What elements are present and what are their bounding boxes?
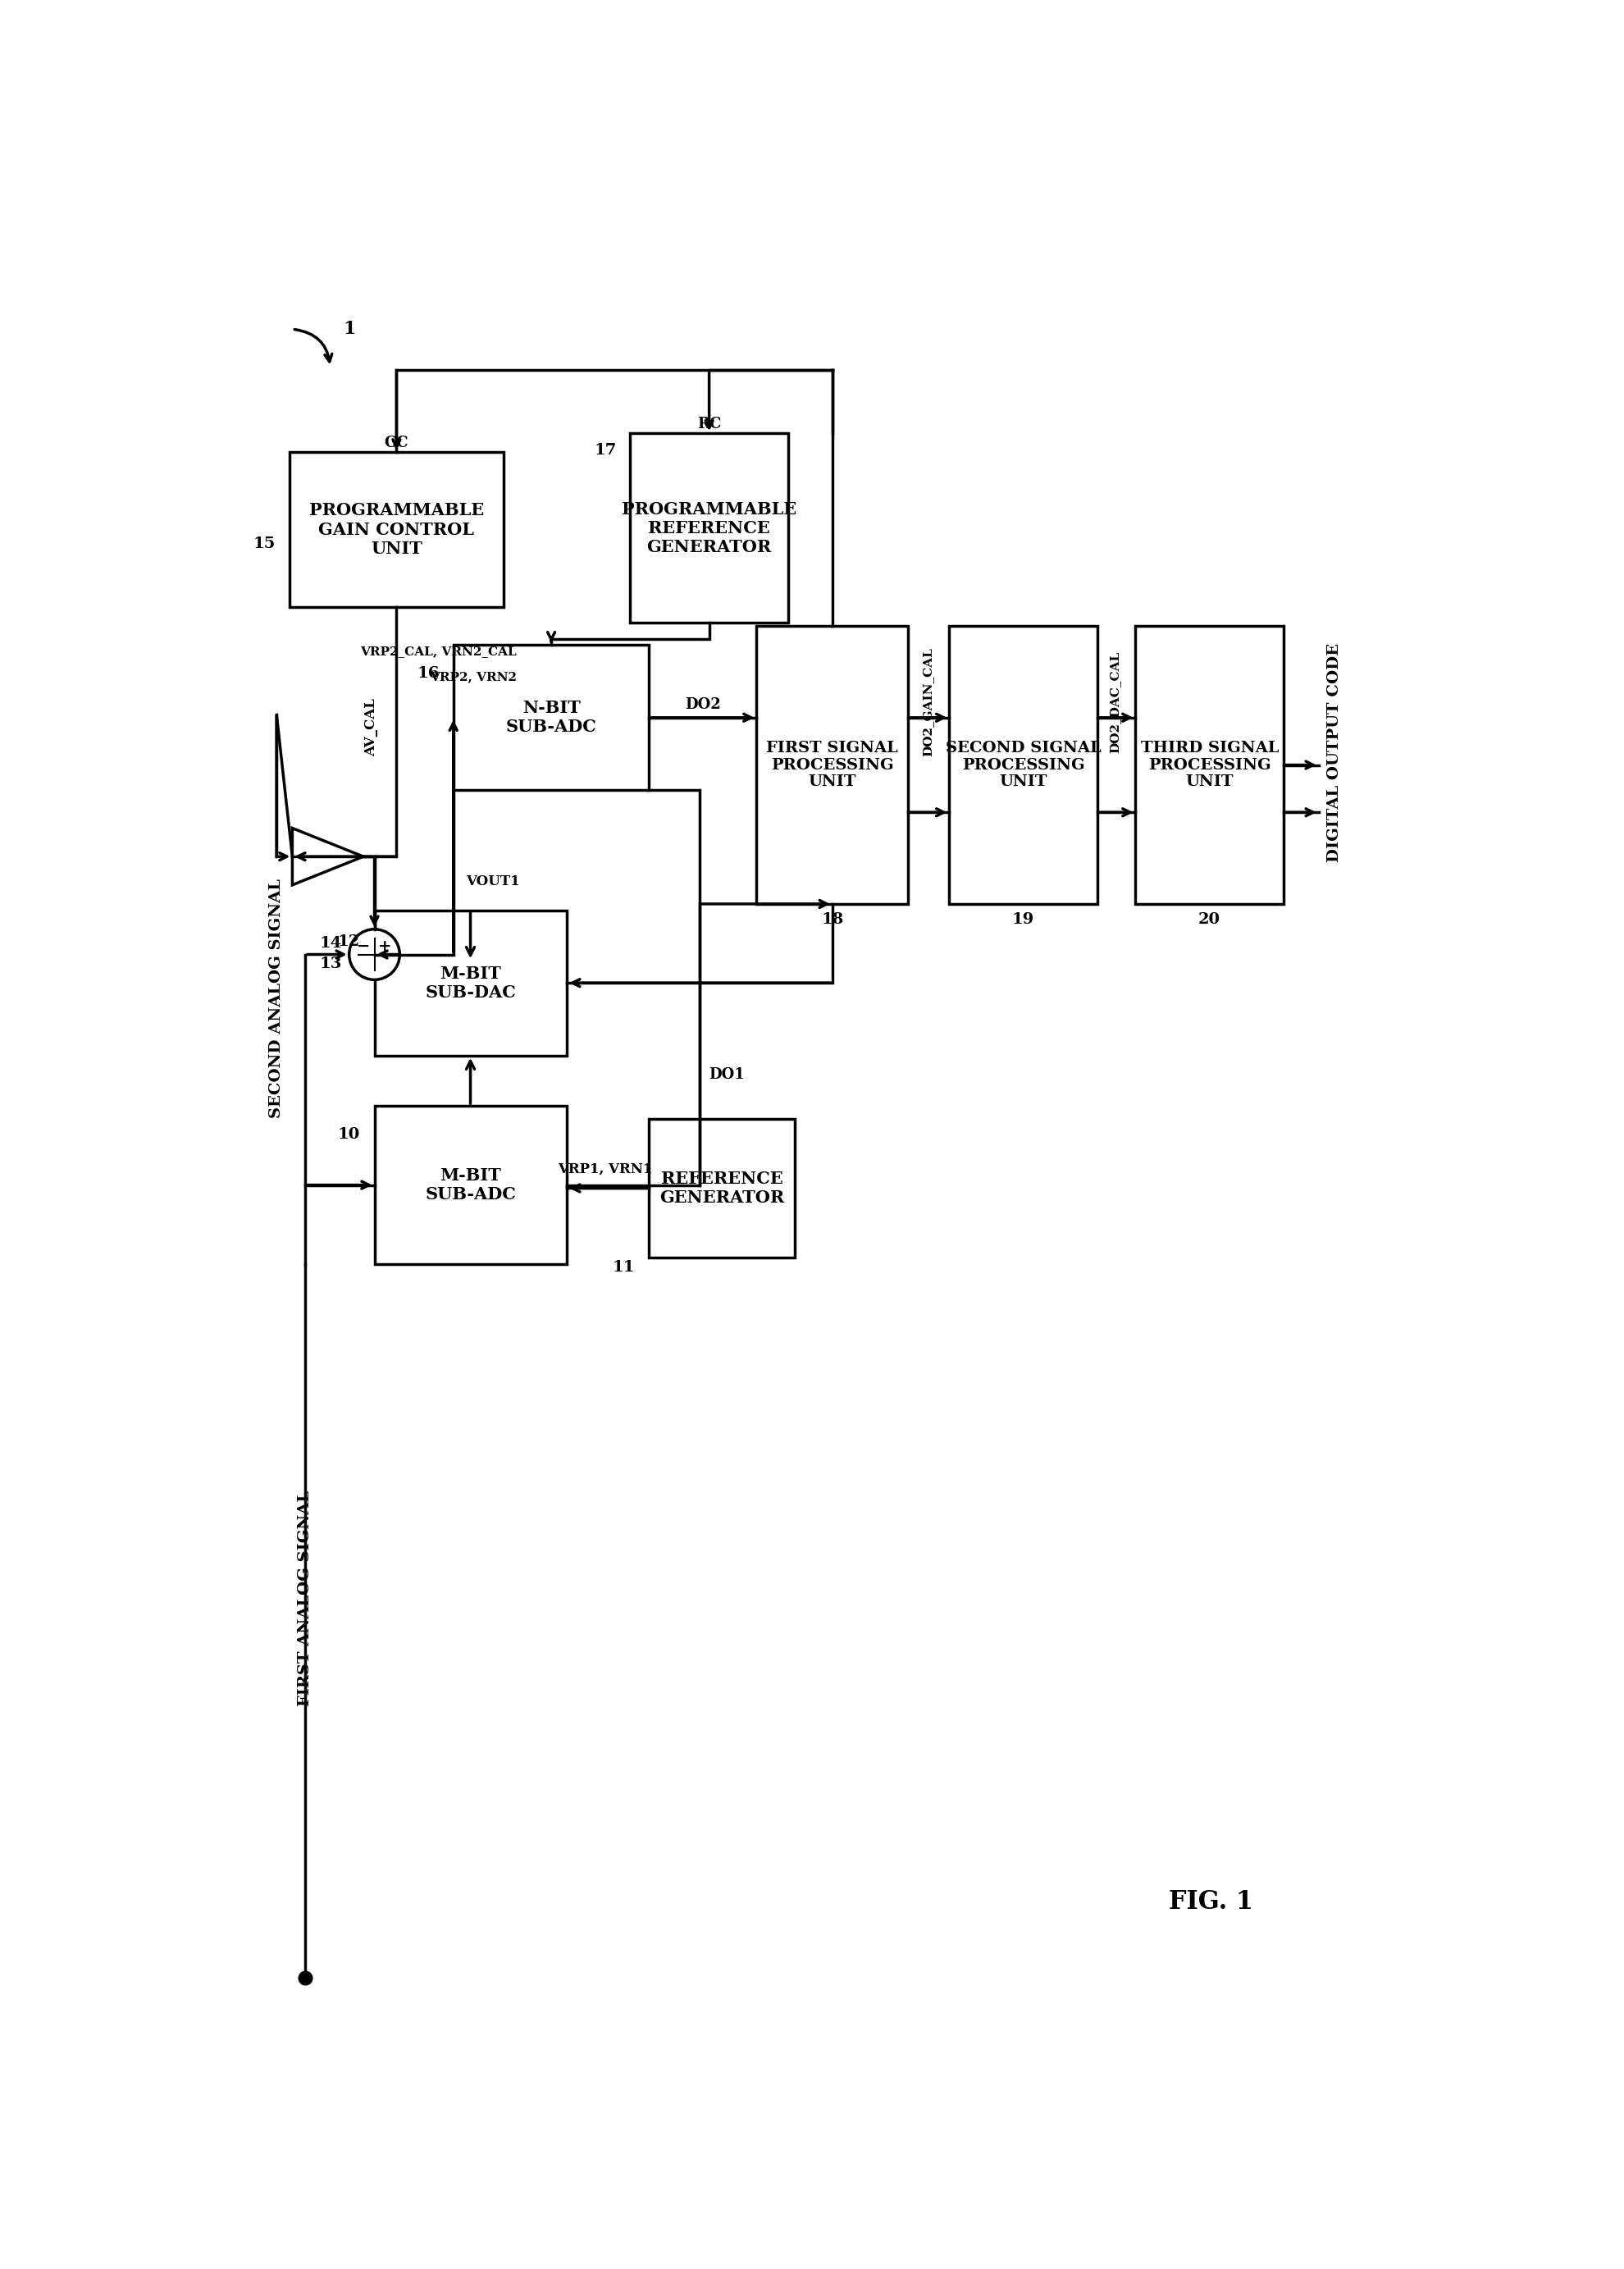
Text: DO1: DO1 [710, 1066, 745, 1082]
Text: 11: 11 [612, 1259, 635, 1275]
Bar [375, 910, 567, 1055]
Text: GC: GC [385, 436, 409, 449]
Bar [453, 644, 650, 790]
Text: 16: 16 [417, 667, 440, 681]
Text: DO2_GAIN_CAL: DO2_GAIN_CAL [922, 647, 934, 756]
Text: FIG. 1: FIG. 1 [1169, 1890, 1254, 1915]
Bar [289, 452, 503, 608]
Text: RC: RC [697, 417, 721, 431]
Text: 15: 15 [253, 535, 276, 551]
Text: 19: 19 [1012, 912, 1034, 928]
Text: DO2_DAC_CAL: DO2_DAC_CAL [1109, 651, 1121, 753]
Circle shape [349, 930, 400, 980]
Text: VRP2_CAL, VRN2_CAL: VRP2_CAL, VRN2_CAL [361, 644, 516, 658]
Text: 20: 20 [1199, 912, 1220, 928]
Text: DO2: DO2 [685, 697, 721, 712]
Polygon shape [292, 828, 364, 885]
Bar [375, 1105, 567, 1264]
Bar [757, 626, 908, 903]
Text: 12: 12 [338, 935, 361, 948]
Text: AV_CAL: AV_CAL [364, 699, 378, 756]
Text: M-BIT
SUB-DAC: M-BIT SUB-DAC [425, 964, 516, 1001]
Text: 1: 1 [343, 320, 356, 338]
Text: +: + [378, 939, 391, 955]
Text: 17: 17 [594, 442, 617, 458]
Text: VRP1, VRN1: VRP1, VRN1 [557, 1162, 653, 1175]
Text: FIRST SIGNAL
PROCESSING
UNIT: FIRST SIGNAL PROCESSING UNIT [767, 740, 898, 790]
Text: VRP2, VRN2: VRP2, VRN2 [430, 672, 516, 683]
Bar [1135, 626, 1285, 903]
Text: N-BIT
SUB-ADC: N-BIT SUB-ADC [505, 699, 596, 735]
Text: 10: 10 [338, 1128, 361, 1141]
Text: PROGRAMMABLE
REFERENCE
GENERATOR: PROGRAMMABLE REFERENCE GENERATOR [622, 501, 797, 556]
Text: M-BIT
SUB-ADC: M-BIT SUB-ADC [425, 1166, 516, 1203]
Text: SECOND ANALOG SIGNAL: SECOND ANALOG SIGNAL [270, 878, 284, 1119]
Text: 18: 18 [822, 912, 843, 928]
Text: PROGRAMMABLE
GAIN CONTROL
UNIT: PROGRAMMABLE GAIN CONTROL UNIT [309, 501, 484, 556]
Text: THIRD SIGNAL
PROCESSING
UNIT: THIRD SIGNAL PROCESSING UNIT [1140, 740, 1278, 790]
Text: DIGITAL OUTPUT CODE: DIGITAL OUTPUT CODE [1327, 642, 1341, 862]
Text: 14: 14 [320, 935, 343, 951]
Text: FIRST ANALOG SIGNAL: FIRST ANALOG SIGNAL [297, 1491, 312, 1706]
Text: 13: 13 [320, 958, 343, 971]
Bar [650, 1119, 794, 1257]
Text: SECOND SIGNAL
PROCESSING
UNIT: SECOND SIGNAL PROCESSING UNIT [945, 740, 1101, 790]
Bar [948, 626, 1098, 903]
Text: −: − [357, 939, 370, 955]
Bar [630, 433, 788, 624]
Text: REFERENCE
GENERATOR: REFERENCE GENERATOR [659, 1171, 784, 1205]
Text: VOUT1: VOUT1 [466, 876, 520, 889]
